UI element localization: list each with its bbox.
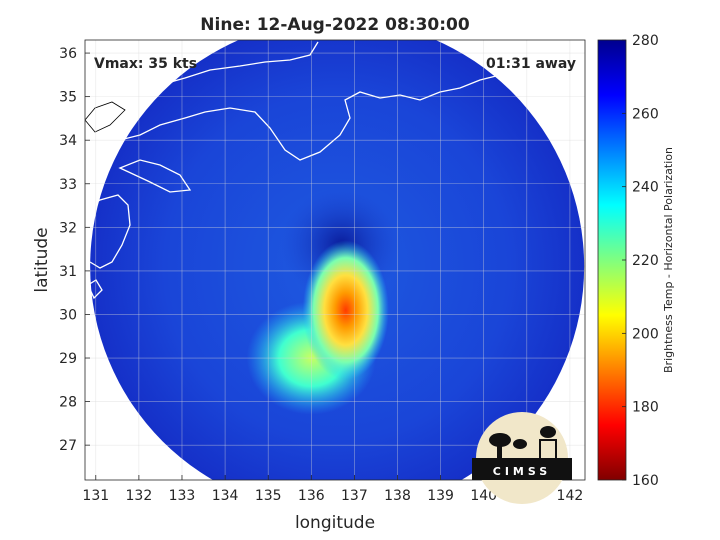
colorbar-tick-label: 200 (632, 326, 659, 342)
coastline-island (87, 279, 103, 300)
x-tick-label: 132 (126, 488, 153, 504)
vmax-annotation: Vmax: 35 kts (94, 56, 197, 72)
x-axis-label: longitude (295, 513, 375, 533)
y-tick-label: 34 (59, 133, 77, 149)
coastline-shikoku (118, 159, 192, 193)
y-tick-label: 28 (59, 395, 77, 411)
x-tick-label: 135 (255, 488, 282, 504)
y-tick-label: 30 (59, 307, 77, 323)
dish-stand (497, 446, 502, 459)
convection-core (302, 240, 389, 380)
satellite-dish-small-icon (513, 439, 527, 449)
tower-icon (539, 439, 557, 461)
colorbar-tick-label: 280 (632, 33, 659, 49)
x-tick-label: 133 (169, 488, 196, 504)
y-tick-label: 35 (59, 90, 77, 106)
logo-base (472, 458, 572, 480)
time-offset-annotation: 01:31 away (486, 56, 576, 72)
chart-title: Nine: 12-Aug-2022 08:30:00 (200, 15, 470, 35)
y-tick-label: 29 (59, 351, 77, 367)
colorbar-label: Brightness Temp - Horizontal Polarizatio… (662, 147, 675, 373)
y-tick-label: 27 (59, 438, 77, 454)
axes-frame (84, 39, 586, 481)
y-tick-label: 36 (59, 46, 77, 62)
x-tick-label: 140 (470, 488, 497, 504)
colorbar-tick-label: 240 (632, 180, 659, 196)
land-outline-korea (85, 101, 126, 133)
grid (85, 40, 585, 480)
x-tick-label: 136 (298, 488, 325, 504)
colorbar-ticks: 160 180 200 220 240 260 280 (622, 33, 659, 489)
satellite-dish-icon (489, 433, 511, 447)
x-tick-label: 137 (341, 488, 368, 504)
colorbar-tick-label: 180 (632, 400, 659, 416)
x-tick-label: 138 (384, 488, 411, 504)
coastline-kyushu (85, 194, 131, 269)
logo-text: CIMSS (493, 465, 551, 478)
y-tick-label: 32 (59, 220, 77, 236)
y-tick-label: 31 (59, 264, 77, 280)
colorbar-tick-label: 160 (632, 473, 659, 489)
y-tick-label: 33 (59, 177, 77, 193)
colorbar-tick-label: 220 (632, 253, 659, 269)
y-axis: 27 28 29 30 31 32 33 34 35 36 (59, 46, 90, 454)
x-tick-label: 139 (427, 488, 454, 504)
x-axis: 131132133134135136137138139140141142 (82, 475, 583, 504)
coastline-honshu (95, 74, 501, 161)
x-tick-label: 131 (82, 488, 109, 504)
coastline-north (85, 41, 319, 126)
colorbar-tick-label: 260 (632, 106, 659, 122)
y-axis-label: latitude (32, 227, 52, 292)
x-tick-label: 134 (212, 488, 239, 504)
x-tick-label: 142 (557, 488, 584, 504)
colorbar (597, 39, 627, 481)
tower-tank (540, 426, 556, 438)
cimss-logo: CIMSS (472, 412, 572, 504)
